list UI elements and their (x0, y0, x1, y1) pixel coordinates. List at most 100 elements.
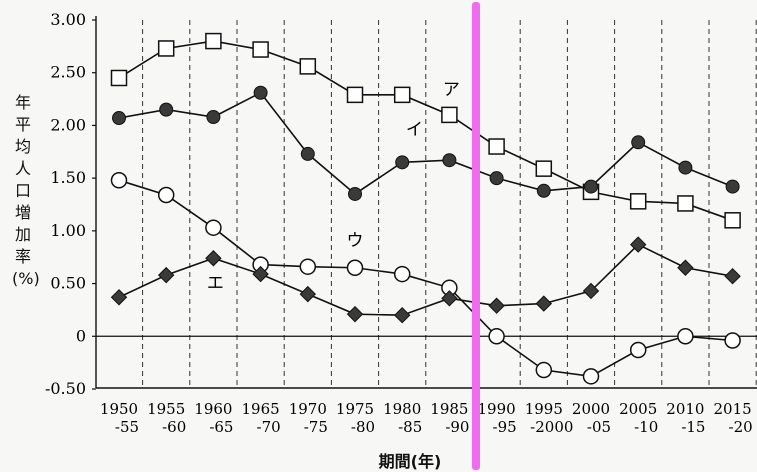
data-point-diamond (535, 295, 553, 312)
series-line (118, 179, 733, 378)
x-tick-label-end: -95 (493, 418, 517, 436)
data-point-circle-filled (631, 135, 646, 150)
data-point-square (441, 106, 458, 124)
x-tick-label-end: -05 (587, 418, 611, 436)
x-tick-label: 1995 (525, 400, 563, 418)
data-point-diamond (724, 267, 741, 285)
data-point-square (110, 69, 128, 87)
data-point-circle-open (157, 186, 175, 204)
y-tick-label: -0.50 (45, 379, 86, 398)
x-tick-label-end: -15 (681, 418, 705, 436)
y-axis-label: 年平均人口増加率(%) (12, 93, 40, 288)
x-tick-label-end: -20 (729, 418, 753, 436)
x-tick-label: 1965 (242, 400, 280, 418)
data-point-diamond (157, 266, 175, 284)
data-point-square (629, 193, 647, 210)
series-1 (110, 32, 741, 229)
y-tick-label: 2.50 (50, 63, 86, 82)
x-tick-labels: 1950-551955-601960-651965-701970-751975-… (100, 400, 753, 436)
data-point-square (677, 195, 694, 212)
data-point-diamond (629, 236, 647, 253)
series-line (118, 243, 733, 317)
data-point-square (299, 58, 317, 75)
x-tick-label: 1955 (147, 400, 185, 418)
series-group (110, 32, 741, 385)
data-point-circle-open (488, 328, 505, 345)
data-point-circle-filled (253, 85, 268, 100)
series-label: エ (207, 273, 224, 293)
data-point-circle-filled (395, 155, 410, 170)
data-point-circle-filled (348, 186, 362, 201)
x-tick-label: 1960 (194, 400, 232, 418)
data-point-circle-filled (725, 179, 740, 194)
series-label: ウ (347, 231, 364, 251)
series-line (118, 91, 733, 195)
x-tick-label: 1990 (478, 400, 516, 418)
x-tick-label: 2015 (714, 400, 752, 418)
x-tick-label: 1985 (430, 400, 468, 418)
data-point-diamond (346, 305, 364, 323)
x-tick-label: 1970 (289, 400, 327, 418)
x-tick-label: 2005 (619, 400, 657, 418)
axes (92, 16, 757, 390)
series-label: ア (443, 80, 460, 100)
data-point-diamond (393, 306, 411, 324)
data-point-diamond (582, 282, 600, 300)
data-point-circle-filled (489, 171, 504, 186)
x-tick-label-end: -55 (115, 418, 139, 436)
x-tick-label-end: -65 (209, 418, 233, 436)
x-tick-label-end: -10 (634, 418, 658, 436)
x-tick-label-end: -85 (398, 418, 422, 436)
y-tick-label: 0.50 (50, 274, 86, 293)
x-tick-label-end: -80 (351, 418, 375, 436)
x-tick-label: 1975 (336, 400, 374, 418)
x-tick-label: 2010 (666, 400, 704, 418)
series-2 (112, 85, 740, 201)
data-point-circle-open (393, 265, 411, 283)
data-point-circle-open (535, 361, 553, 379)
data-point-diamond (488, 297, 505, 314)
x-tick-label: 2000 (572, 400, 610, 418)
data-point-circle-open (346, 259, 364, 277)
x-tick-label-end: -90 (445, 418, 469, 436)
data-point-circle-filled (159, 102, 174, 117)
x-tick-label: 1980 (383, 400, 421, 418)
gridlines (142, 20, 757, 388)
data-point-circle-open (299, 258, 317, 275)
x-tick-label-end: -75 (304, 418, 328, 436)
data-point-circle-filled (536, 183, 551, 198)
data-point-circle-open (677, 328, 694, 345)
series-4 (110, 236, 741, 324)
data-point-circle-filled (584, 179, 598, 194)
y-tick-label: 1.50 (50, 168, 86, 187)
data-point-diamond (299, 285, 317, 303)
highlight-layer (472, 2, 480, 470)
data-point-square (205, 32, 222, 50)
x-tick-label-end: -2000 (530, 418, 573, 436)
data-point-circle-filled (300, 146, 315, 161)
data-point-circle-filled (112, 111, 126, 126)
y-tick-label: 0 (76, 326, 86, 345)
data-point-circle-filled (206, 109, 221, 124)
data-point-square (488, 138, 505, 155)
data-point-square (157, 40, 175, 57)
data-point-diamond (110, 289, 128, 306)
x-tick-label-end: -60 (162, 418, 186, 436)
data-point-circle-open (629, 341, 647, 359)
data-point-circle-open (582, 368, 600, 385)
y-tick-labels: 3.00 2.50 2.00 1.50 1.00 0.50 0 -0.50 (45, 10, 86, 398)
data-point-square (724, 212, 741, 229)
series-label: イ (406, 120, 423, 140)
x-axis-label: 期間(年) (378, 452, 442, 471)
data-point-circle-open (724, 332, 741, 349)
data-point-circle-filled (678, 160, 693, 175)
x-tick-label-end: -70 (257, 418, 281, 436)
data-point-circle-open (205, 219, 222, 236)
data-point-square (393, 86, 411, 104)
x-tick-label: 1950 (100, 400, 138, 418)
data-point-square (346, 86, 364, 104)
data-point-diamond (441, 290, 458, 307)
